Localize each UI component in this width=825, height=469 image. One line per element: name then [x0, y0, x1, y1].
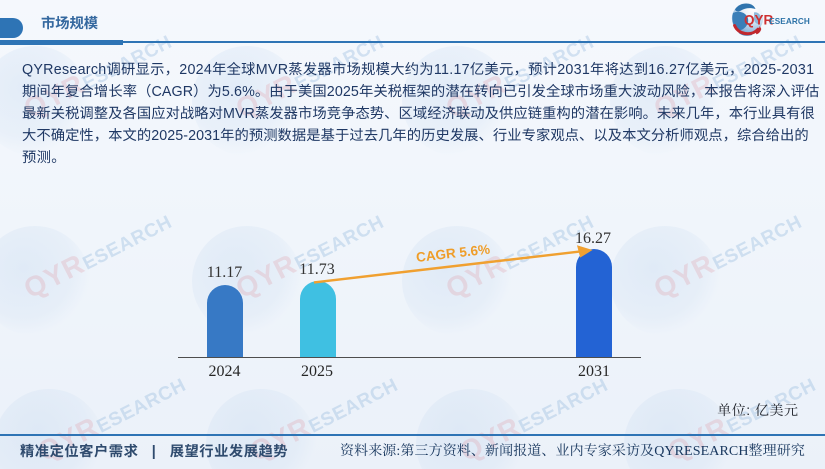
- svg-text:QYR: QYR: [744, 12, 774, 27]
- svg-text:ESEARCH: ESEARCH: [769, 17, 810, 26]
